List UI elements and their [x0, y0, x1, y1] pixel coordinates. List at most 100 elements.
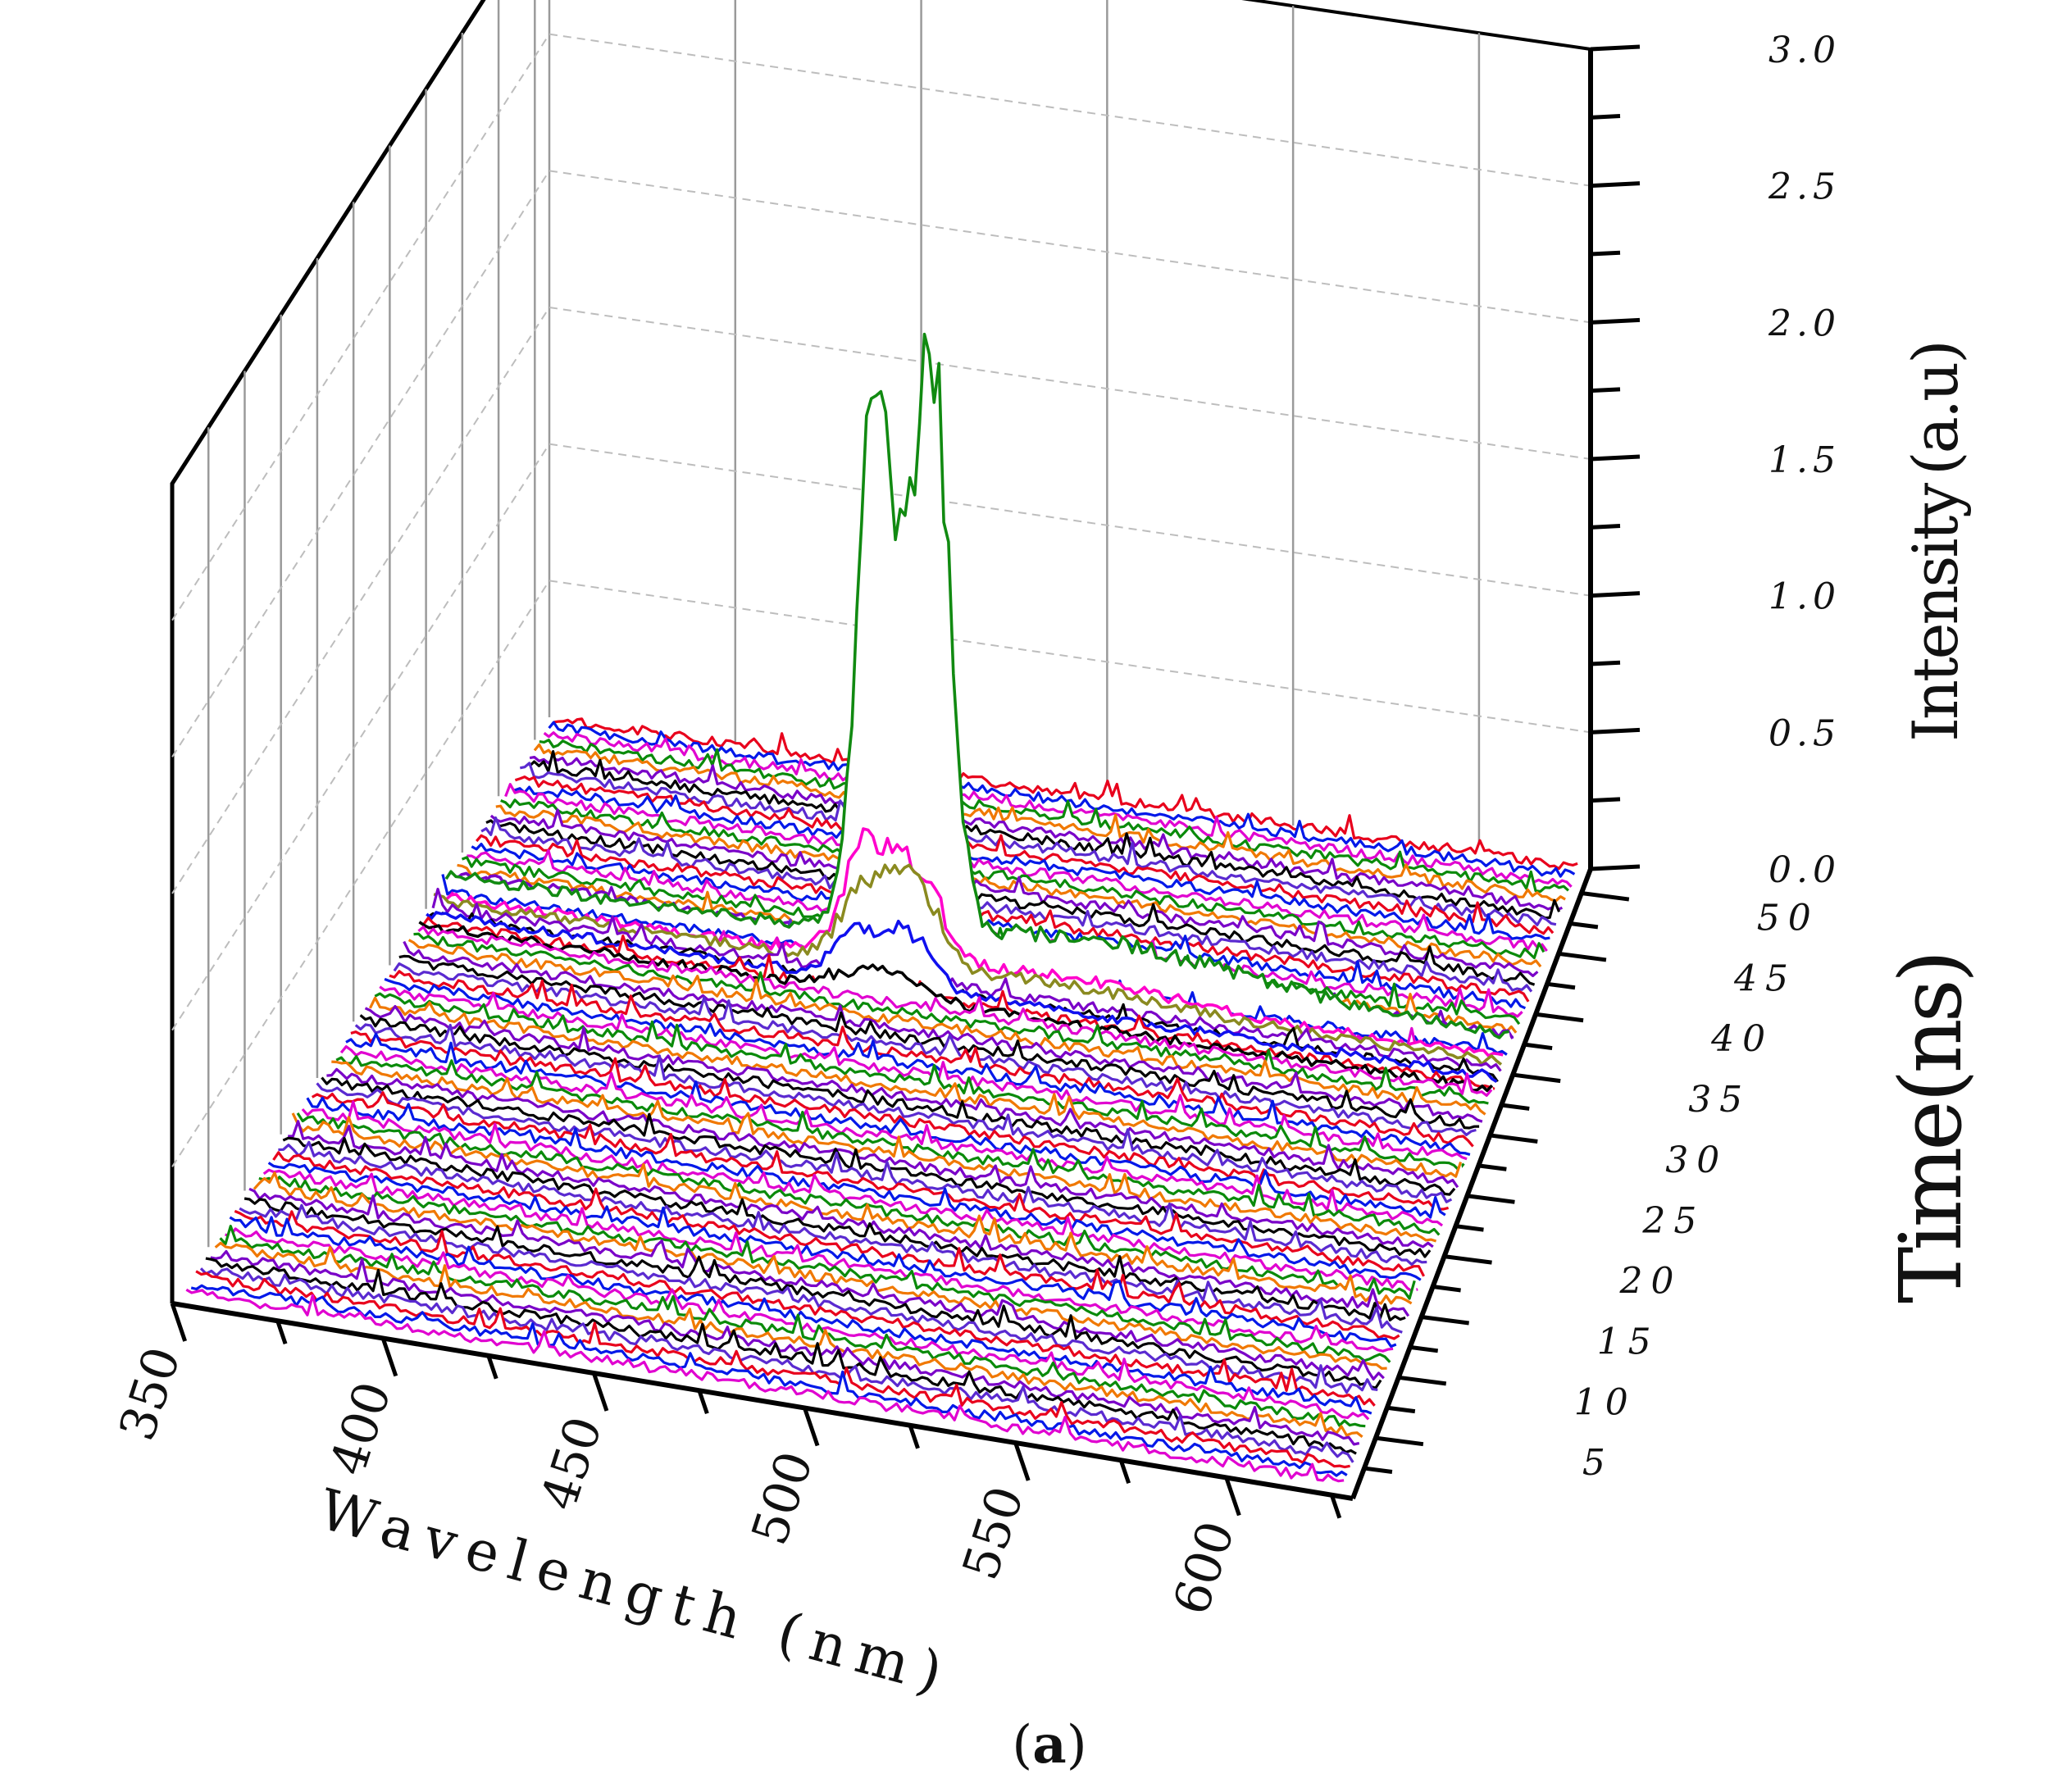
- emission-trace: [326, 1067, 1434, 1248]
- z-minor-tick: [1590, 114, 1621, 120]
- x-tick-label: 350: [108, 1340, 192, 1448]
- y-axis-line: [1350, 867, 1593, 1500]
- emission-trace: [258, 1176, 1391, 1363]
- emission-trace: [384, 977, 1471, 1156]
- emission-trace: [214, 1241, 1363, 1439]
- emission-trace: [407, 939, 1486, 1116]
- trace-fill: [258, 1176, 1395, 1367]
- emission-trace: [489, 808, 1539, 978]
- back-wall-gridline-intensity: [549, 307, 1591, 460]
- y-minor-tick: [1386, 1405, 1416, 1414]
- figure-caption: (a): [1012, 1714, 1086, 1776]
- y-tick-label: 45: [1733, 957, 1796, 999]
- emission-trace: [403, 940, 1483, 1123]
- emission-trace: [195, 1270, 1350, 1469]
- y-minor-tick: [1523, 1042, 1553, 1051]
- y-minor-tick: [1478, 1163, 1507, 1171]
- y-tick-label: 40: [1710, 1018, 1773, 1060]
- y-minor-tick: [1569, 921, 1599, 930]
- emission-trace: [413, 932, 1489, 1105]
- y-major-tick: [1421, 1314, 1469, 1326]
- trace-fill: [253, 1172, 1391, 1375]
- trace-layer: [185, 332, 1582, 1488]
- x-minor-tick: [1329, 1494, 1342, 1519]
- z-minor-tick: [1590, 387, 1621, 393]
- x-major-tick: [1224, 1476, 1241, 1517]
- emission-trace: [519, 762, 1557, 926]
- y-major-tick: [1535, 1012, 1584, 1023]
- x-major-tick: [1013, 1442, 1031, 1481]
- y-tick-label: 20: [1619, 1261, 1682, 1303]
- back-wall-gridline-intensity: [549, 580, 1591, 734]
- x-major-tick: [170, 1303, 188, 1342]
- trace-fill: [525, 751, 1564, 921]
- x-minor-tick: [275, 1320, 288, 1345]
- left-wall-edge: [170, 0, 486, 1303]
- trace-fill: [500, 799, 1548, 962]
- emission-trace: [364, 1004, 1459, 1189]
- y-minor-tick: [1432, 1285, 1461, 1293]
- z-minor-tick: [1590, 250, 1621, 257]
- z-axis-label-main: Intensity: [1899, 483, 1972, 742]
- x-major-tick: [591, 1372, 609, 1412]
- z-tick-label: 1.0: [1768, 576, 1841, 618]
- y-major-tick: [1444, 1254, 1492, 1265]
- caption-close-paren: ): [1067, 1715, 1087, 1776]
- y-major-tick: [1375, 1435, 1424, 1447]
- emission-trace: [185, 1288, 1345, 1483]
- z-major-tick: [1590, 591, 1641, 598]
- emission-trace: [244, 1197, 1382, 1389]
- emission-trace: [229, 1216, 1372, 1415]
- emission-trace-peak: [444, 332, 1509, 1039]
- emission-trace: [374, 992, 1465, 1171]
- emission-trace: [514, 775, 1555, 935]
- emission-trace: [321, 1076, 1432, 1258]
- x-minor-tick: [908, 1424, 920, 1449]
- emission-trace: [500, 798, 1545, 960]
- y-minor-tick: [1409, 1344, 1439, 1353]
- emission-trace: [190, 1284, 1348, 1477]
- y-axis-label-main: Time: [1881, 1104, 1981, 1303]
- emission-trace: [239, 1203, 1378, 1394]
- y-minor-tick: [1500, 1103, 1530, 1111]
- trace-fill: [505, 784, 1551, 954]
- back-wall-gridline-intensity: [549, 170, 1591, 324]
- emission-trace: [524, 749, 1561, 920]
- emission-trace: [331, 1060, 1437, 1243]
- emission-trace: [278, 1140, 1403, 1334]
- caption-letter: a: [1032, 1714, 1066, 1776]
- z-major-tick: [1590, 864, 1641, 871]
- left-wall-gridline-intensity: [171, 170, 550, 757]
- emission-trace: [417, 926, 1493, 1098]
- y-major-tick: [1467, 1194, 1515, 1204]
- x-major-tick: [803, 1407, 820, 1447]
- z-major-tick: [1590, 317, 1641, 325]
- y-axis-label: Time (ns): [1881, 954, 1981, 1304]
- back-wall-gridline-intensity: [549, 443, 1591, 597]
- left-wall-gridline-intensity: [171, 34, 550, 621]
- trace-fill: [205, 1258, 1361, 1455]
- trace-fill: [201, 1268, 1358, 1463]
- trace-fill: [490, 809, 1541, 978]
- x-axis-line: [171, 1301, 1354, 1501]
- emission-trace: [339, 1045, 1444, 1227]
- x-minor-tick: [486, 1354, 498, 1380]
- z-tick-label: 2.5: [1768, 166, 1841, 208]
- trace-fill: [553, 718, 1582, 873]
- z-major-tick: [1590, 454, 1641, 462]
- z-minor-tick: [1590, 524, 1621, 530]
- emission-trace: [205, 1257, 1357, 1455]
- trace-fill: [370, 998, 1465, 1180]
- y-major-tick: [1581, 891, 1630, 902]
- emission-trace: [345, 1032, 1446, 1219]
- z-minor-tick: [1590, 797, 1621, 803]
- z-axis-label-unit: (a.u): [1899, 342, 1972, 475]
- emission-trace-peak: [418, 921, 1494, 1093]
- x-tick-label: 600: [1163, 1515, 1246, 1622]
- emission-trace: [533, 743, 1566, 903]
- trace-fill: [234, 1211, 1379, 1407]
- z-tick-label: 0.0: [1768, 849, 1841, 891]
- z-major-tick: [1590, 727, 1641, 735]
- z-major-tick: [1590, 44, 1641, 52]
- trace-fill: [413, 934, 1493, 1107]
